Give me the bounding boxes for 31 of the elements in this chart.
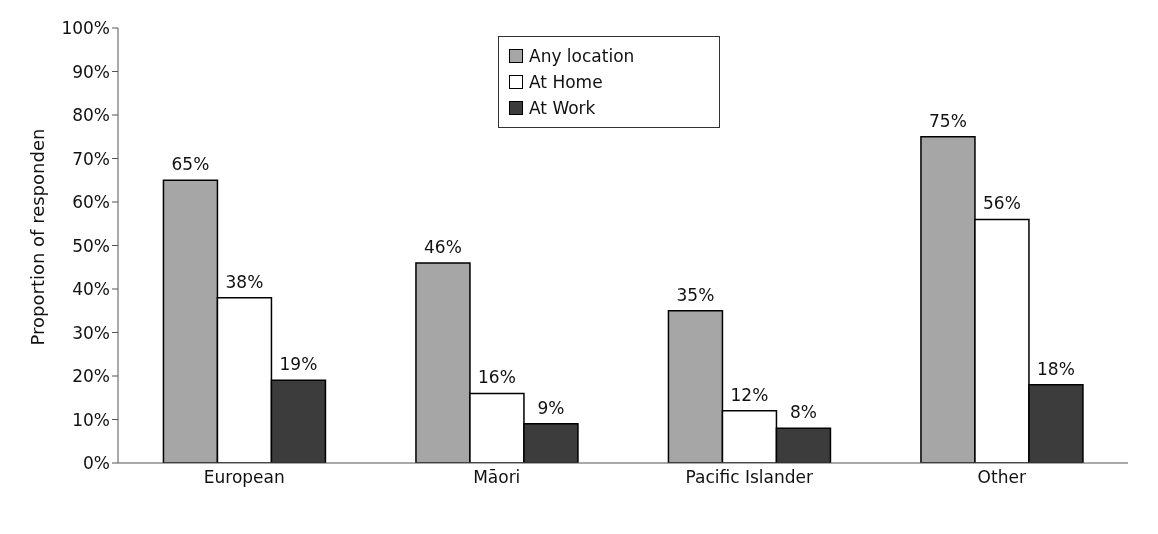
data-label: 38% [225,271,264,292]
y-tick-label: 50% [72,235,110,256]
y-tick-label: 30% [72,322,110,343]
y-tick-label: 40% [72,279,110,300]
y-tick-label: 80% [72,105,110,126]
data-label: 46% [424,236,462,257]
legend-label: At Home [529,71,603,94]
y-tick-label: 100% [61,18,110,39]
legend-label: At Work [529,97,596,120]
y-tick-label: 10% [72,409,110,430]
legend-label: Any location [529,45,635,68]
y-tick-label: 0% [83,453,110,474]
y-axis-title: Proportion of responden [27,128,49,346]
data-label: 9% [537,397,565,418]
data-label: 56% [983,193,1021,214]
x-tick-label: Pacific Islander [685,467,813,488]
y-tick-label: 60% [72,192,110,213]
y-tick-label: 70% [72,148,110,169]
y-tick-label: 20% [72,366,110,387]
y-tick-label: 90% [72,61,110,82]
data-label: 16% [478,367,516,388]
data-label: 19% [279,354,318,375]
x-tick-label: Other [977,467,1026,488]
data-label: 12% [730,384,769,405]
data-label: 18% [1037,358,1075,379]
data-label: 8% [789,402,817,423]
data-label: 35% [676,284,715,305]
x-tick-label: European [203,467,285,488]
data-label: 65% [171,154,210,175]
x-tick-label: Māori [473,467,521,488]
data-label: 75% [929,110,967,131]
